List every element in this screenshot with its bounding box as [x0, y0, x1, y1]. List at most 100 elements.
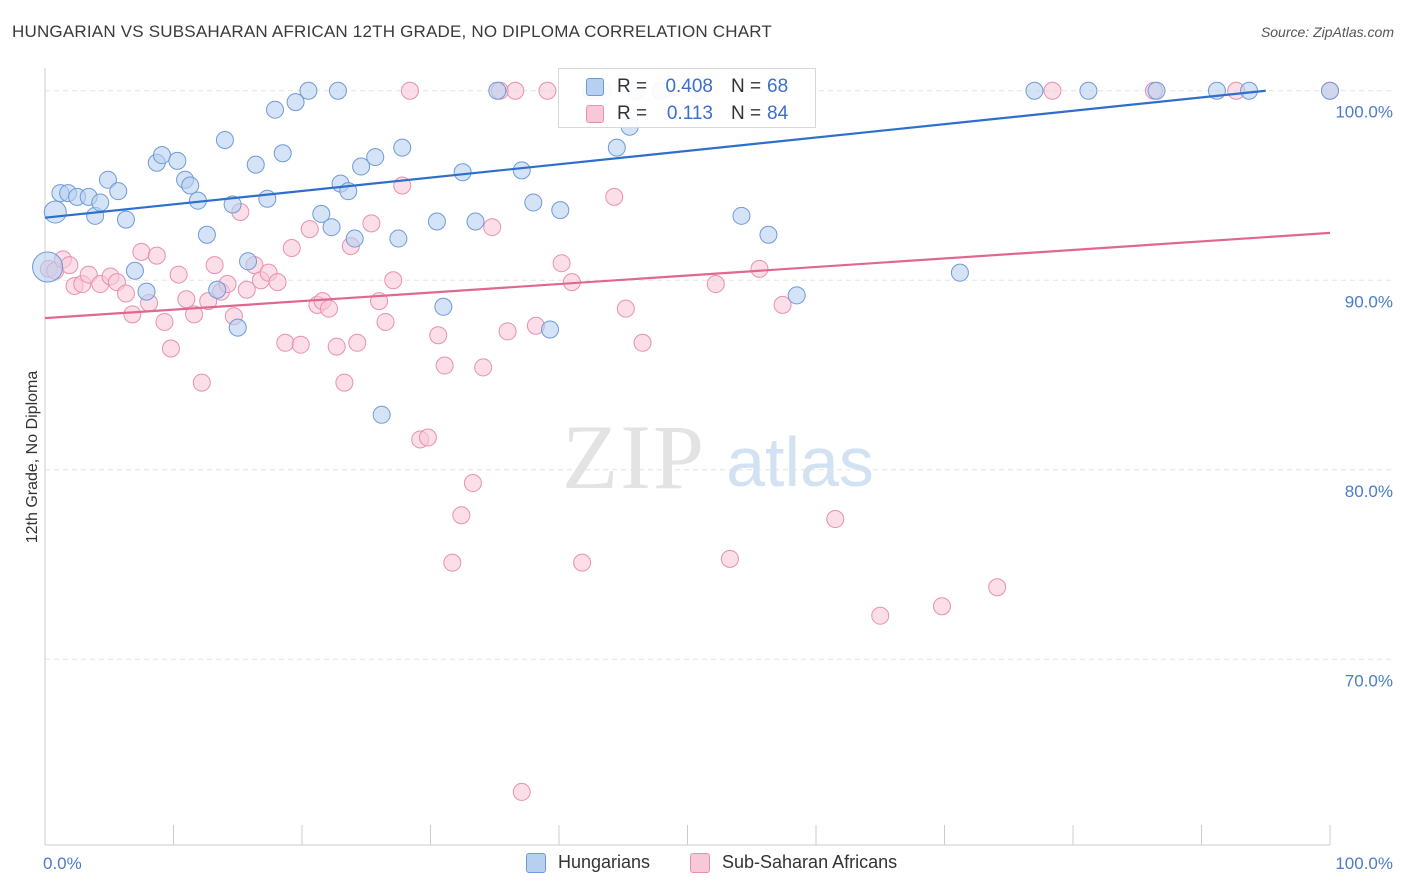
data-point-sub-saharan-africans — [483, 218, 502, 237]
data-point-sub-saharan-africans — [169, 265, 188, 284]
data-point-sub-saharan-africans — [185, 305, 204, 324]
r-value: 0.408 — [665, 76, 713, 97]
y-tick-label: 90.0% — [1345, 292, 1393, 311]
data-point-hungarians — [389, 229, 408, 248]
data-point-hungarians — [352, 157, 371, 176]
watermark-zip: ZIP — [562, 406, 706, 508]
series-hungarians — [32, 81, 1339, 424]
legend-label-africans: Sub-Saharan Africans — [722, 852, 898, 872]
n-value: 84 — [767, 103, 789, 124]
data-point-sub-saharan-africans — [177, 290, 196, 309]
data-point-sub-saharan-africans — [452, 506, 471, 525]
data-point-hungarians — [512, 161, 531, 180]
data-point-hungarians — [168, 151, 187, 170]
y-axis-title: 12th Grade, No Diploma — [24, 371, 41, 544]
data-point-sub-saharan-africans — [335, 373, 354, 392]
chart-source: Source: ZipAtlas.com — [1260, 24, 1394, 40]
data-point-sub-saharan-africans — [282, 239, 301, 258]
data-point-sub-saharan-africans — [538, 81, 557, 100]
data-point-sub-saharan-africans — [435, 356, 454, 375]
y-tick-label: 80.0% — [1345, 482, 1393, 501]
data-point-sub-saharan-africans — [319, 299, 338, 318]
chart-title: HUNGARIAN VS SUBSAHARAN AFRICAN 12TH GRA… — [12, 22, 773, 41]
r-label: R = — [617, 76, 648, 97]
legend-label-hungarians: Hungarians — [558, 852, 651, 872]
data-point-sub-saharan-africans — [400, 81, 419, 100]
data-point-hungarians — [239, 252, 258, 271]
data-point-hungarians — [116, 210, 135, 229]
r-value: 0.113 — [666, 103, 713, 124]
trend-line-hungarians — [44, 89, 1266, 219]
data-point-hungarians — [732, 206, 751, 225]
data-point-hungarians — [328, 81, 347, 100]
data-point-hungarians — [1240, 81, 1259, 100]
data-point-sub-saharan-africans — [348, 333, 367, 352]
data-point-sub-saharan-africans — [552, 254, 571, 273]
data-point-hungarians — [152, 146, 171, 165]
data-point-sub-saharan-africans — [362, 214, 381, 233]
data-point-hungarians — [1321, 81, 1339, 100]
hungarians-swatch — [586, 78, 604, 96]
data-point-sub-saharan-africans — [773, 295, 792, 314]
data-point-sub-saharan-africans — [871, 606, 890, 625]
data-point-hungarians — [246, 155, 265, 174]
data-point-sub-saharan-africans — [616, 299, 635, 318]
data-point-hungarians — [1025, 81, 1044, 100]
trend-line-sub-saharan-africans — [44, 231, 1331, 320]
data-point-hungarians — [258, 189, 277, 208]
watermark-atlas: atlas — [726, 423, 874, 501]
data-point-hungarians — [524, 193, 543, 212]
data-point-sub-saharan-africans — [276, 333, 295, 352]
n-value: 68 — [767, 76, 789, 97]
data-point-sub-saharan-africans — [605, 187, 624, 206]
data-point-sub-saharan-africans — [512, 782, 531, 801]
legend-row-africans: R = 0.113 N = 84 — [559, 101, 815, 127]
data-point-hungarians — [91, 193, 110, 212]
data-point-hungarians — [109, 182, 128, 201]
data-point-hungarians — [273, 144, 292, 163]
data-point-sub-saharan-africans — [205, 256, 224, 275]
data-point-sub-saharan-africans — [155, 312, 174, 331]
data-point-hungarians — [345, 229, 364, 248]
data-point-sub-saharan-africans — [116, 284, 135, 303]
data-point-hungarians — [541, 320, 560, 339]
y-tick-label: 70.0% — [1345, 671, 1393, 690]
data-point-sub-saharan-africans — [932, 597, 951, 616]
data-point-hungarians — [1079, 81, 1098, 100]
data-point-sub-saharan-africans — [384, 271, 403, 290]
data-point-sub-saharan-africans — [376, 312, 395, 331]
trend-lines — [44, 89, 1331, 320]
data-point-hungarians — [322, 218, 341, 237]
data-point-sub-saharan-africans — [429, 326, 448, 345]
data-point-hungarians — [787, 286, 806, 305]
n-label: N = — [731, 76, 762, 97]
data-point-hungarians — [223, 195, 242, 214]
n-label: N = — [731, 103, 762, 124]
data-point-sub-saharan-africans — [720, 549, 739, 568]
hungarians-legend-swatch — [526, 853, 546, 873]
data-point-hungarians — [197, 225, 216, 244]
data-point-sub-saharan-africans — [161, 339, 180, 358]
x-tick-label: 0.0% — [43, 854, 82, 873]
data-point-hungarians — [32, 251, 64, 283]
data-point-hungarians — [228, 318, 247, 337]
data-point-hungarians — [299, 81, 318, 100]
data-point-sub-saharan-africans — [750, 259, 769, 278]
data-point-hungarians — [427, 212, 446, 231]
data-point-hungarians — [759, 225, 778, 244]
data-point-sub-saharan-africans — [443, 553, 462, 572]
data-point-hungarians — [372, 405, 391, 424]
data-point-hungarians — [208, 280, 227, 299]
data-point-hungarians — [215, 131, 234, 150]
africans-swatch — [586, 105, 604, 123]
data-point-hungarians — [950, 263, 969, 282]
data-point-sub-saharan-africans — [147, 246, 166, 265]
data-point-sub-saharan-africans — [60, 256, 79, 275]
series-sub-saharan-africans — [39, 81, 1339, 801]
data-point-hungarians — [266, 100, 285, 119]
data-point-sub-saharan-africans — [463, 474, 482, 493]
data-point-hungarians — [286, 93, 305, 112]
data-point-sub-saharan-africans — [418, 428, 437, 447]
x-tick-label: 100.0% — [1335, 854, 1393, 873]
